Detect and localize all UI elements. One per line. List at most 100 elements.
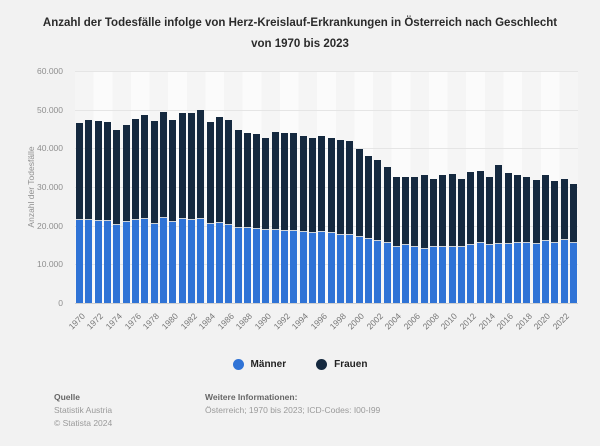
bar-2007[interactable] [420,71,428,303]
bar-1970-maenner-segment[interactable] [76,220,84,303]
bar-1988-maenner-segment[interactable] [243,228,251,303]
bar-1970-frauen-segment[interactable] [76,123,84,221]
bar-1998-maenner-segment[interactable] [336,234,344,303]
bar-1975[interactable] [122,71,130,303]
bar-1999[interactable] [346,71,354,303]
bar-2018[interactable] [523,71,531,303]
bar-2011-frauen-segment[interactable] [458,178,466,248]
bar-1980[interactable] [169,71,177,303]
bar-1995-frauen-segment[interactable] [309,137,317,234]
bar-1971-frauen-segment[interactable] [85,119,93,221]
bar-1983[interactable] [197,71,205,303]
bar-2008[interactable] [430,71,438,303]
bar-2016-frauen-segment[interactable] [504,173,512,244]
bar-1975-maenner-segment[interactable] [122,222,130,303]
bar-1984[interactable] [206,71,214,303]
bar-2015-frauen-segment[interactable] [495,164,503,244]
bar-1982-frauen-segment[interactable] [187,113,195,221]
bar-1990-maenner-segment[interactable] [262,230,270,303]
bar-1978-maenner-segment[interactable] [150,223,158,303]
bar-1974[interactable] [113,71,121,303]
bar-2001-frauen-segment[interactable] [364,155,372,239]
bar-1979[interactable] [159,71,167,303]
bar-2009[interactable] [439,71,447,303]
bar-2004[interactable] [392,71,400,303]
bar-1989-maenner-segment[interactable] [253,228,261,303]
bar-2019-maenner-segment[interactable] [532,243,540,303]
bar-1997-frauen-segment[interactable] [327,137,335,234]
bar-2020[interactable] [541,71,549,303]
bar-2008-frauen-segment[interactable] [430,178,438,248]
bar-2006-frauen-segment[interactable] [411,177,419,248]
bar-2013-frauen-segment[interactable] [476,170,484,244]
bar-2013[interactable] [476,71,484,303]
bar-2004-maenner-segment[interactable] [392,246,400,303]
bar-2005-frauen-segment[interactable] [402,176,410,246]
bar-1996-frauen-segment[interactable] [318,135,326,232]
bar-2013-maenner-segment[interactable] [476,243,484,303]
bar-2020-maenner-segment[interactable] [541,240,549,303]
bar-1987[interactable] [234,71,242,303]
bar-1997[interactable] [327,71,335,303]
bar-1978[interactable] [150,71,158,303]
bar-1989[interactable] [253,71,261,303]
bar-1987-maenner-segment[interactable] [234,228,242,303]
bar-2000-maenner-segment[interactable] [355,236,363,303]
bar-1999-frauen-segment[interactable] [346,140,354,236]
bar-1980-maenner-segment[interactable] [169,222,177,303]
bar-2012-frauen-segment[interactable] [467,171,475,246]
bar-1988-frauen-segment[interactable] [243,132,251,228]
bar-2002-frauen-segment[interactable] [374,159,382,241]
bar-2019-frauen-segment[interactable] [532,179,540,244]
legend-item-maenner[interactable]: Männer [232,359,286,370]
bar-1984-frauen-segment[interactable] [206,122,214,224]
bar-1996-maenner-segment[interactable] [318,231,326,303]
bar-2014-maenner-segment[interactable] [486,245,493,303]
bar-2001-maenner-segment[interactable] [364,238,372,303]
bar-1992-frauen-segment[interactable] [281,132,289,231]
bar-1986-frauen-segment[interactable] [225,119,233,225]
bar-2015-maenner-segment[interactable] [495,243,503,303]
bar-1998[interactable] [336,71,344,303]
bar-2010-frauen-segment[interactable] [448,173,456,247]
bar-2022-frauen-segment[interactable] [560,178,568,240]
legend-item-frauen[interactable]: Frauen [316,359,367,370]
bar-2006[interactable] [411,71,419,303]
bar-1973-maenner-segment[interactable] [104,221,112,303]
bar-1974-frauen-segment[interactable] [113,129,121,225]
bar-1990[interactable] [262,71,270,303]
bar-2023-frauen-segment[interactable] [569,183,577,244]
bar-2022[interactable] [560,71,568,303]
bar-1975-frauen-segment[interactable] [122,124,130,223]
bar-2018-maenner-segment[interactable] [523,243,531,303]
bar-1972-frauen-segment[interactable] [94,120,102,222]
bar-2002-maenner-segment[interactable] [374,240,382,303]
bar-1986[interactable] [225,71,233,303]
bar-1989-frauen-segment[interactable] [253,134,261,229]
bar-1981[interactable] [178,71,186,303]
bar-1988[interactable] [243,71,251,303]
bar-1999-maenner-segment[interactable] [346,235,354,303]
bar-1985[interactable] [215,71,223,303]
bar-1971-maenner-segment[interactable] [85,220,93,303]
bar-1983-maenner-segment[interactable] [197,219,205,303]
bar-2006-maenner-segment[interactable] [411,247,419,303]
bar-2016[interactable] [504,71,512,303]
bar-2023[interactable] [569,71,577,303]
bar-1995-maenner-segment[interactable] [309,233,317,303]
bar-1991-frauen-segment[interactable] [271,132,279,230]
bar-1982-maenner-segment[interactable] [187,220,195,303]
bar-1978-frauen-segment[interactable] [150,121,158,224]
bar-1984-maenner-segment[interactable] [206,223,214,303]
bar-2010-maenner-segment[interactable] [448,246,456,303]
bar-1973[interactable] [104,71,112,303]
bar-2021-maenner-segment[interactable] [551,243,559,303]
bar-1976-frauen-segment[interactable] [132,118,140,221]
bar-1976[interactable] [132,71,140,303]
bar-2019[interactable] [532,71,540,303]
bar-1979-maenner-segment[interactable] [159,217,167,303]
bar-1994-frauen-segment[interactable] [299,135,307,232]
bar-2012-maenner-segment[interactable] [467,245,475,303]
bar-2017[interactable] [513,71,521,303]
bar-1976-maenner-segment[interactable] [132,220,140,303]
